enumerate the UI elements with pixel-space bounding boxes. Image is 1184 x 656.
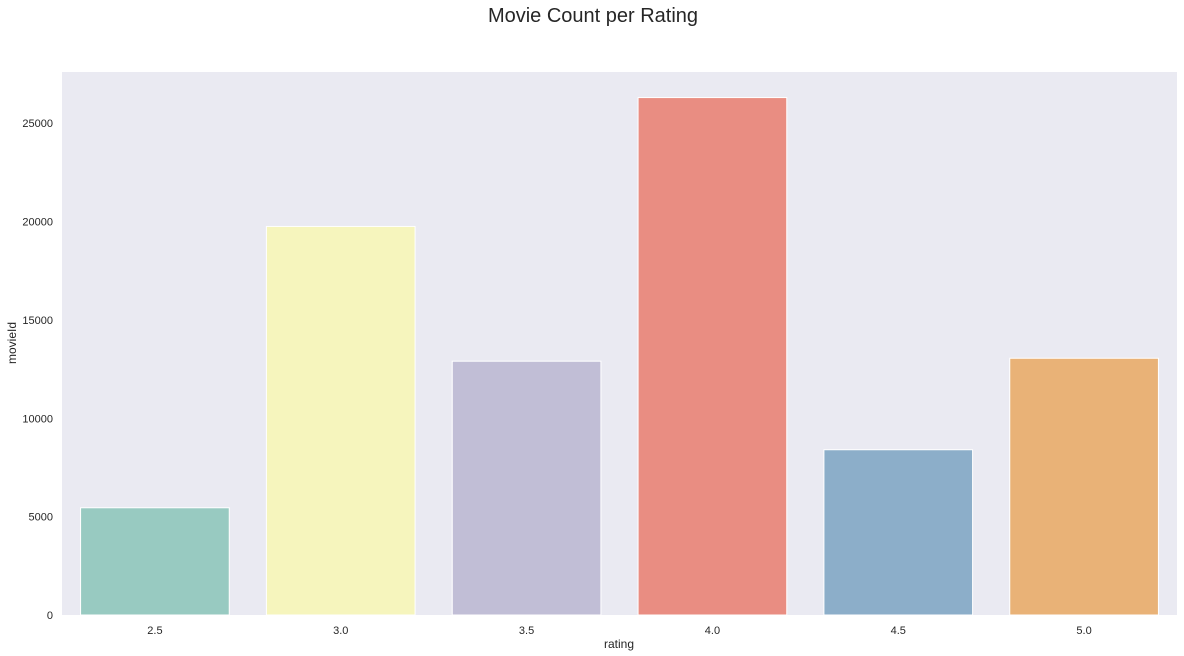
bar-4.0 bbox=[637, 97, 788, 616]
chart-title: Movie Count per Rating bbox=[488, 5, 698, 27]
y-tick-0: 0 bbox=[47, 610, 53, 622]
y-tick-5000: 5000 bbox=[29, 512, 53, 524]
x-tick-labels: 2.5 3.0 3.5 4.0 4.5 5.0 bbox=[147, 625, 1091, 637]
x-tick-3.0: 3.0 bbox=[333, 625, 348, 637]
x-tick-5.0: 5.0 bbox=[1076, 625, 1091, 637]
bar-4.5 bbox=[823, 449, 974, 616]
y-axis-label: movieId bbox=[5, 322, 19, 364]
y-tick-10000: 10000 bbox=[22, 413, 53, 425]
x-tick-3.5: 3.5 bbox=[519, 625, 534, 637]
bar-2.5 bbox=[80, 507, 230, 616]
bar-5.0 bbox=[1009, 357, 1159, 616]
y-tick-labels: 0 5000 10000 15000 20000 25000 bbox=[22, 118, 53, 622]
bars-group bbox=[80, 97, 1159, 616]
bar-3.0 bbox=[265, 225, 416, 616]
x-axis-label: rating bbox=[604, 637, 634, 651]
plot-area bbox=[62, 72, 1177, 615]
x-tick-4.5: 4.5 bbox=[891, 625, 906, 637]
y-tick-15000: 15000 bbox=[22, 315, 53, 327]
y-tick-25000: 25000 bbox=[22, 118, 53, 130]
bar-3.5 bbox=[451, 360, 602, 616]
x-tick-4.0: 4.0 bbox=[705, 625, 720, 637]
y-tick-20000: 20000 bbox=[22, 217, 53, 229]
x-tick-2.5: 2.5 bbox=[147, 625, 162, 637]
